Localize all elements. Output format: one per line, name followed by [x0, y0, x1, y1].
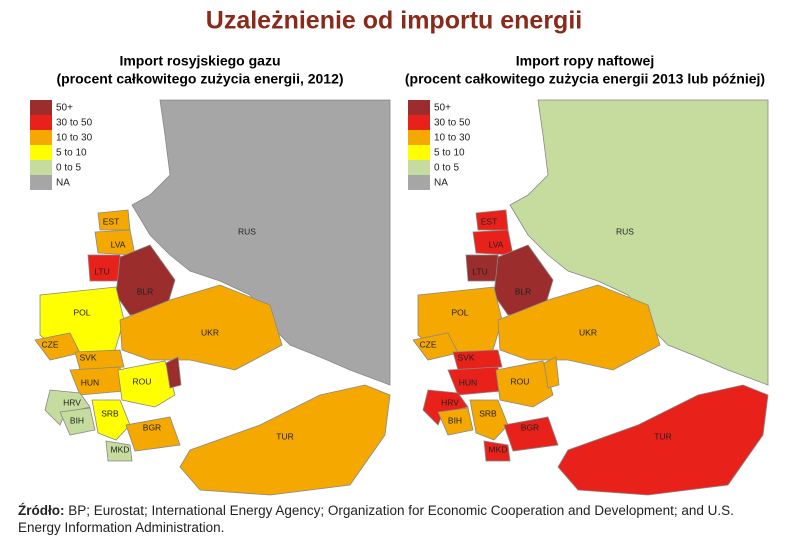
country: [74, 349, 125, 371]
country-label: BGR: [521, 422, 539, 432]
country-label: SRB: [101, 408, 119, 418]
country: [165, 356, 182, 389]
legend-swatch: [30, 115, 52, 130]
country: [543, 356, 560, 389]
legend-swatch: [30, 175, 52, 190]
legend-label: 50+: [434, 103, 451, 114]
country: [503, 416, 559, 452]
country-label: EST: [481, 216, 498, 226]
legend-swatch: [408, 175, 430, 190]
country: [59, 407, 96, 436]
legend-label: 0 to 5: [434, 163, 459, 174]
legend-label: 10 to 30: [56, 133, 93, 144]
legend-swatch: [408, 100, 430, 115]
country-label: BIH: [70, 415, 84, 425]
country: [509, 99, 769, 386]
legend-label: 0 to 5: [56, 163, 81, 174]
country-label: CZE: [42, 339, 59, 349]
legend-label: 30 to 50: [56, 118, 93, 129]
country: [469, 399, 509, 441]
country: [452, 349, 503, 371]
map: RUS EST LVA LTU BLR POL UKR CZE SVK HUN ROU HRV BIH S…: [408, 99, 769, 496]
country-label: UKR: [201, 327, 219, 337]
country-label: BIH: [448, 415, 462, 425]
legend-label: 5 to 10: [56, 148, 87, 159]
legend-swatch: [408, 145, 430, 160]
country: [437, 407, 474, 436]
legend-swatch: [408, 160, 430, 175]
map-title: Import ropy naftowej: [516, 53, 654, 69]
map-title: Import rosyjskiego gazu: [119, 53, 280, 69]
country: [497, 284, 661, 371]
country-label: CZE: [420, 339, 437, 349]
country-label: BLR: [137, 286, 154, 296]
country-label: RUS: [616, 226, 634, 236]
country-label: SVK: [457, 352, 474, 362]
country: [119, 284, 283, 371]
country-label: BGR: [143, 422, 161, 432]
country: [483, 440, 511, 462]
country: [125, 416, 181, 452]
country-label: SVK: [79, 352, 96, 362]
map-subtitle: (procent całkowitego zużycia energii, 20…: [56, 71, 343, 87]
legend-swatch: [408, 115, 430, 130]
country: [495, 360, 554, 408]
country-label: UKR: [579, 327, 597, 337]
legend-label: 50+: [56, 103, 73, 114]
country-label: LVA: [111, 239, 126, 249]
country-label: ROU: [511, 376, 530, 386]
country-label: TUR: [654, 431, 671, 441]
source-text: BP; Eurostat; International Energy Agenc…: [18, 503, 734, 535]
country-label: HRV: [441, 397, 459, 407]
country-label: POL: [451, 307, 468, 317]
legend-label: 10 to 30: [434, 133, 471, 144]
map-subtitle: (procent całkowitego zużycia energii 201…: [405, 71, 765, 87]
country-label: HUN: [81, 377, 99, 387]
country: [91, 399, 131, 441]
map: RUS EST LVA LTU BLR POL UKR CZE SVK HUN ROU HRV BIH S…: [30, 99, 391, 496]
legend-label: NA: [434, 178, 448, 189]
country-label: EST: [103, 216, 120, 226]
country-label: LTU: [472, 266, 487, 276]
legend-label: 30 to 50: [434, 118, 471, 129]
country-label: TUR: [276, 431, 293, 441]
country-label: MKD: [489, 444, 508, 454]
country-label: RUS: [238, 226, 256, 236]
legend-swatch: [408, 130, 430, 145]
figure: Uzależnienie od importu energii Import r…: [30, 7, 769, 496]
country-label: HRV: [63, 397, 81, 407]
country: [131, 99, 391, 386]
country-label: POL: [73, 307, 90, 317]
legend-label: NA: [56, 178, 70, 189]
country: [557, 384, 769, 496]
country-label: BLR: [515, 286, 532, 296]
legend-swatch: [30, 130, 52, 145]
legend-swatch: [30, 160, 52, 175]
country-label: LVA: [489, 239, 504, 249]
source-note: Źródło: BP; Eurostat; International Ener…: [18, 502, 778, 536]
country: [117, 360, 176, 408]
page-title: Uzależnienie od importu energii: [206, 7, 582, 35]
legend-label: 5 to 10: [434, 148, 465, 159]
country-label: SRB: [479, 408, 497, 418]
country-label: HUN: [459, 377, 477, 387]
country-label: ROU: [133, 376, 152, 386]
country: [105, 440, 133, 462]
country: [179, 384, 391, 496]
legend-swatch: [30, 100, 52, 115]
country-label: MKD: [111, 444, 130, 454]
source-label: Źródło:: [18, 503, 65, 518]
legend-swatch: [30, 145, 52, 160]
country-label: LTU: [94, 266, 109, 276]
